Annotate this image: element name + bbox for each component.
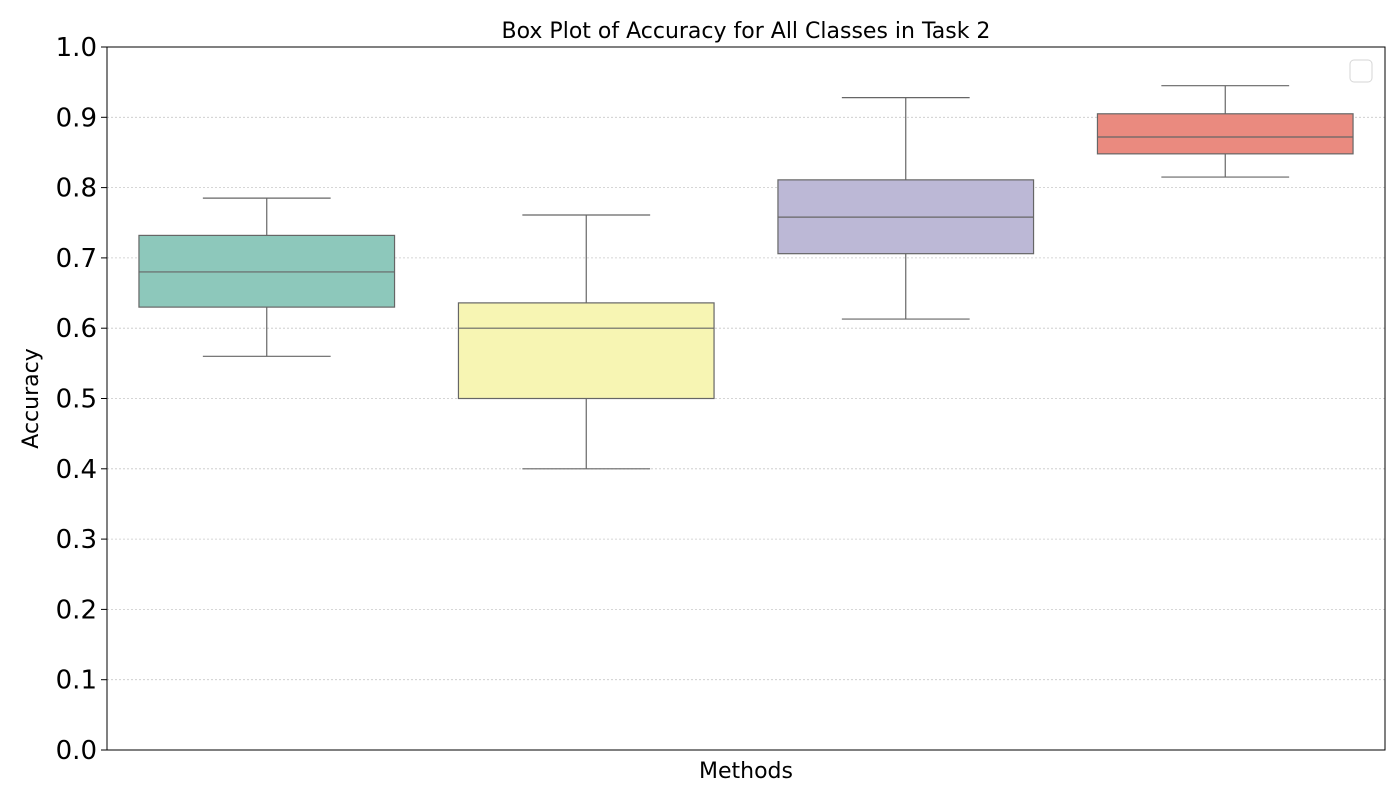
y-axis-label: Accuracy — [19, 348, 44, 448]
box-1 — [138, 197, 396, 357]
iqr-box — [138, 234, 396, 308]
grid-lines — [107, 46, 1385, 751]
y-tick-label: 0.4 — [56, 455, 97, 485]
y-tick-label: 1.0 — [56, 33, 97, 63]
box-4 — [1096, 85, 1354, 178]
iqr-box — [1096, 113, 1354, 155]
legend-box — [1349, 59, 1373, 83]
y-tick-label: 0.8 — [56, 174, 97, 204]
y-tick-label: 0.0 — [56, 736, 97, 766]
box-3 — [777, 97, 1035, 320]
chart-title: Box Plot of Accuracy for All Classes in … — [502, 19, 991, 44]
y-tick-label: 0.6 — [56, 314, 97, 344]
y-tick-label: 0.3 — [56, 525, 97, 555]
boxes-group — [138, 85, 1354, 470]
box-2 — [457, 214, 715, 470]
y-tick-label: 0.1 — [56, 666, 97, 696]
y-tick-label: 0.5 — [56, 385, 97, 415]
y-tick-label: 0.7 — [56, 244, 97, 274]
y-axis-ticks: 0.0 0.1 0.2 0.3 0.4 0.5 0.6 0.7 0.8 0.9 1.0 — [56, 33, 107, 766]
iqr-box — [457, 302, 715, 400]
y-tick-label: 0.2 — [56, 595, 97, 625]
x-axis-label: Methods — [699, 759, 793, 784]
y-tick-label: 0.9 — [56, 103, 97, 133]
